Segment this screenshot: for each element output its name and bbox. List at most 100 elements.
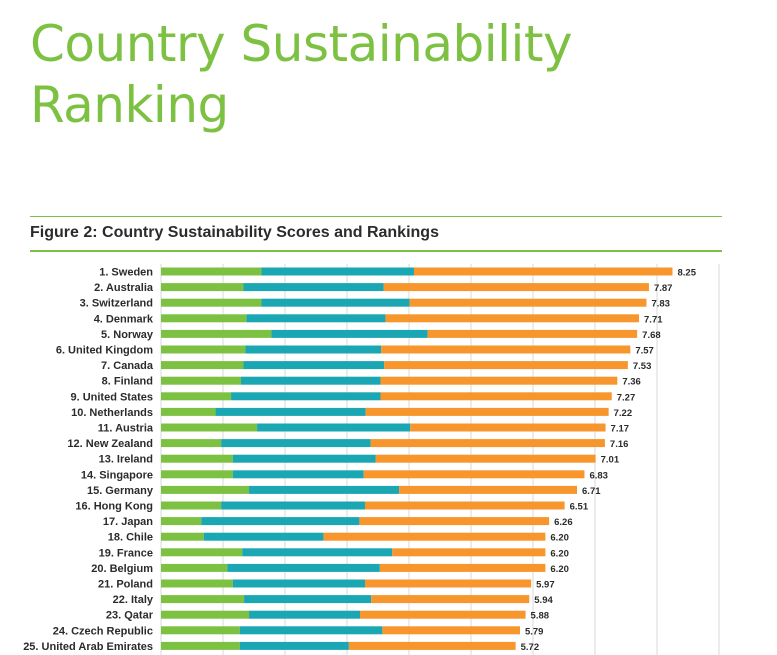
page-title-line-2: Ranking xyxy=(30,76,229,134)
total-label: 8.25 xyxy=(678,268,697,279)
category-label: 18. Chile xyxy=(108,532,153,544)
total-label: 7.22 xyxy=(614,408,633,419)
total-label: 7.71 xyxy=(644,314,663,325)
page-title: Country Sustainability Ranking xyxy=(30,14,573,136)
bar-segment xyxy=(161,407,216,416)
category-label: 14. Singapore xyxy=(81,469,153,481)
bar-segment xyxy=(410,423,606,432)
bar-segment xyxy=(243,361,385,370)
bar-segment xyxy=(271,329,428,338)
category-label: 16. Hong Kong xyxy=(75,501,153,513)
bar-segment xyxy=(161,376,241,385)
bar-segment xyxy=(370,439,605,448)
category-label: 13. Ireland xyxy=(99,454,153,466)
total-label: 6.83 xyxy=(589,470,608,481)
bar-segment xyxy=(323,532,546,541)
category-label: 24. Czech Republic xyxy=(53,625,153,637)
bar-segment xyxy=(239,626,383,635)
category-label: 15. Germany xyxy=(87,485,154,497)
total-label: 7.83 xyxy=(651,299,670,310)
bar-segment xyxy=(375,454,596,463)
category-label: 9. United States xyxy=(70,391,153,403)
bar-segment xyxy=(365,407,609,416)
total-label: 7.01 xyxy=(601,455,620,466)
page-title-line-1: Country Sustainability xyxy=(30,15,573,73)
total-label: 7.68 xyxy=(642,330,661,341)
bar-segment xyxy=(161,626,240,635)
bar-segment xyxy=(161,532,204,541)
bar-segment xyxy=(242,548,393,557)
bar-segment xyxy=(383,283,649,292)
bar-segment xyxy=(161,470,233,479)
bar-segment xyxy=(232,470,364,479)
figure-top-rule xyxy=(30,216,722,217)
bar-segment xyxy=(161,361,244,370)
total-label: 5.72 xyxy=(521,642,540,653)
bar-segment xyxy=(161,454,233,463)
total-label: 5.97 xyxy=(536,580,555,591)
bar-segment xyxy=(221,501,365,510)
bar-segment xyxy=(246,314,386,323)
total-label: 5.79 xyxy=(525,626,544,637)
bar-segment xyxy=(413,267,673,276)
bar-segment xyxy=(249,485,400,494)
category-label: 3. Switzerland xyxy=(80,298,153,310)
bar-segment xyxy=(359,517,550,526)
category-label: 19. France xyxy=(99,547,153,559)
category-label: 22. Italy xyxy=(113,594,154,606)
bar-segment xyxy=(348,641,516,650)
category-label: 11. Austria xyxy=(98,423,154,435)
total-label: 7.57 xyxy=(635,346,654,357)
category-label: 2. Australia xyxy=(94,282,154,294)
bar-segment xyxy=(161,595,245,604)
bar-segment xyxy=(382,626,520,635)
total-label: 6.20 xyxy=(550,533,569,544)
bar-segment xyxy=(161,314,247,323)
category-label: 25. United Arab Emirates xyxy=(23,641,153,653)
total-label: 7.17 xyxy=(611,424,630,435)
category-label: 4. Denmark xyxy=(94,313,154,325)
bar-segment xyxy=(161,610,250,619)
category-label: 1. Sweden xyxy=(99,267,153,279)
category-label: 20. Belgium xyxy=(91,563,153,575)
bar-segment xyxy=(384,361,628,370)
bar-segment xyxy=(161,517,202,526)
category-label: 10. Netherlands xyxy=(71,407,153,419)
bar-segment xyxy=(201,517,360,526)
total-label: 6.26 xyxy=(554,517,573,528)
bar-segment xyxy=(243,283,384,292)
category-label: 5. Norway xyxy=(101,329,154,341)
category-label: 7. Canada xyxy=(101,360,154,372)
bar-segment xyxy=(261,267,414,276)
bar-segment xyxy=(371,595,530,604)
bar-segment xyxy=(161,501,222,510)
bar-segment xyxy=(203,532,324,541)
bar-segment xyxy=(380,376,618,385)
bar-segment xyxy=(161,563,228,572)
bar-segment xyxy=(244,595,372,604)
bar-segment xyxy=(381,345,631,354)
total-label: 6.20 xyxy=(550,548,569,559)
category-label: 12. New Zealand xyxy=(67,438,153,450)
total-label: 6.20 xyxy=(550,564,569,575)
category-label: 23. Qatar xyxy=(106,610,154,622)
category-label: 6. United Kingdom xyxy=(56,345,153,357)
bar-segment xyxy=(240,376,381,385)
bar-segment xyxy=(399,485,578,494)
bar-segment xyxy=(161,392,232,401)
bar-segment xyxy=(364,501,565,510)
bar-segment xyxy=(379,563,546,572)
bar-segment xyxy=(161,423,258,432)
bar-segment xyxy=(161,485,250,494)
bar-segment xyxy=(257,423,411,432)
bar-segment xyxy=(385,314,640,323)
total-label: 5.94 xyxy=(534,595,553,606)
bar-segment xyxy=(161,548,243,557)
total-label: 5.88 xyxy=(531,611,550,622)
figure-title: Figure 2: Country Sustainability Scores … xyxy=(30,224,439,241)
total-label: 6.51 xyxy=(570,502,589,513)
total-label: 7.36 xyxy=(622,377,641,388)
bar-segment xyxy=(364,579,532,588)
bar-segment xyxy=(161,267,262,276)
bar-segment xyxy=(161,641,240,650)
